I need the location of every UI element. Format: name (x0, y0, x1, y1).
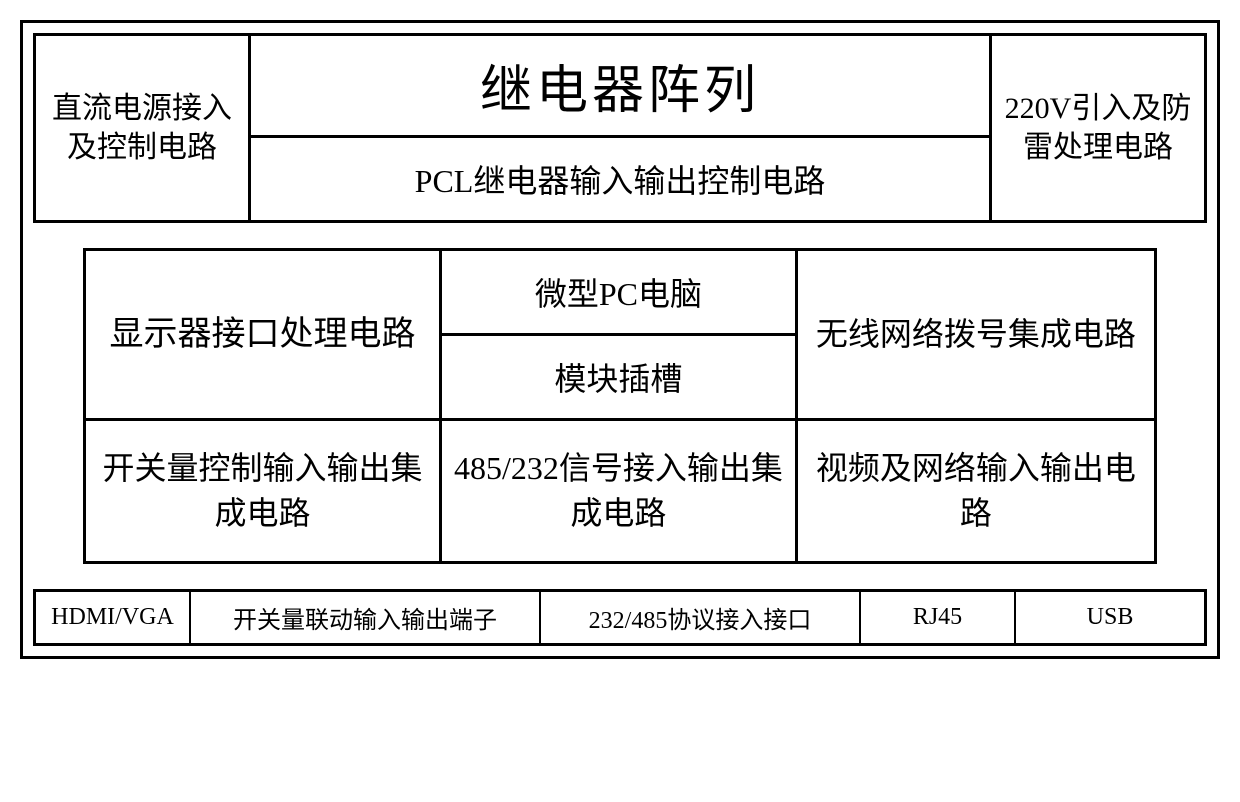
relay-array-label: 继电器阵列 (480, 48, 760, 123)
usb-cell: USB (1016, 592, 1204, 643)
relay-array-cell: 继电器阵列 (251, 36, 989, 138)
micro-pc-cell: 微型PC电脑 (442, 251, 795, 336)
display-interface-label: 显示器接口处理电路 (109, 311, 415, 359)
middle-row-2: 开关量控制输入输出集成电路 485/232信号接入输出集成电路 视频及网络输入输… (86, 421, 1154, 561)
module-slot-cell: 模块插槽 (442, 336, 795, 418)
top-block: 直流电源接入及控制电路 继电器阵列 PCL继电器输入输出控制电路 220V引入及… (33, 33, 1207, 223)
switch-io-label: 开关量控制输入输出集成电路 (96, 446, 429, 536)
usb-label: USB (1087, 604, 1134, 631)
hdmi-vga-cell: HDMI/VGA (36, 592, 191, 643)
switch-linkage-label: 开关量联动输入输出端子 (233, 600, 497, 635)
rj45-label: RJ45 (913, 604, 962, 631)
wireless-dial-label: 无线网络拨号集成电路 (816, 312, 1136, 357)
485-232-signal-cell: 485/232信号接入输出集成电路 (442, 421, 798, 561)
dc-power-circuit-cell: 直流电源接入及控制电路 (36, 36, 251, 220)
middle-center-column: 微型PC电脑 模块插槽 (442, 251, 798, 418)
232-485-protocol-cell: 232/485协议接入接口 (541, 592, 861, 643)
switch-io-cell: 开关量控制输入输出集成电路 (86, 421, 442, 561)
video-network-io-label: 视频及网络输入输出电路 (808, 446, 1144, 536)
220v-lightning-cell: 220V引入及防雷处理电路 (989, 36, 1204, 220)
video-network-io-cell: 视频及网络输入输出电路 (798, 421, 1154, 561)
hdmi-vga-label: HDMI/VGA (51, 604, 174, 631)
220v-lightning-label: 220V引入及防雷处理电路 (1002, 89, 1194, 167)
pcl-relay-io-cell: PCL继电器输入输出控制电路 (251, 138, 989, 220)
dc-power-label: 直流电源接入及控制电路 (46, 89, 238, 167)
pcl-relay-io-label: PCL继电器输入输出控制电路 (415, 156, 826, 202)
232-485-protocol-label: 232/485协议接入接口 (589, 600, 812, 635)
middle-row-1: 显示器接口处理电路 微型PC电脑 模块插槽 无线网络拨号集成电路 (86, 251, 1154, 421)
485-232-signal-label: 485/232信号接入输出集成电路 (452, 446, 785, 536)
diagram-outer-frame: 直流电源接入及控制电路 继电器阵列 PCL继电器输入输出控制电路 220V引入及… (20, 20, 1220, 659)
bottom-ports-row: HDMI/VGA 开关量联动输入输出端子 232/485协议接入接口 RJ45 … (33, 589, 1207, 646)
module-slot-label: 模块插槽 (554, 354, 682, 400)
switch-linkage-cell: 开关量联动输入输出端子 (191, 592, 541, 643)
wireless-dial-cell: 无线网络拨号集成电路 (798, 251, 1154, 418)
display-interface-cell: 显示器接口处理电路 (86, 251, 442, 418)
micro-pc-label: 微型PC电脑 (535, 269, 702, 315)
top-center: 继电器阵列 PCL继电器输入输出控制电路 (251, 36, 989, 220)
middle-block: 显示器接口处理电路 微型PC电脑 模块插槽 无线网络拨号集成电路 开关量控制输入… (83, 248, 1157, 564)
rj45-cell: RJ45 (861, 592, 1016, 643)
